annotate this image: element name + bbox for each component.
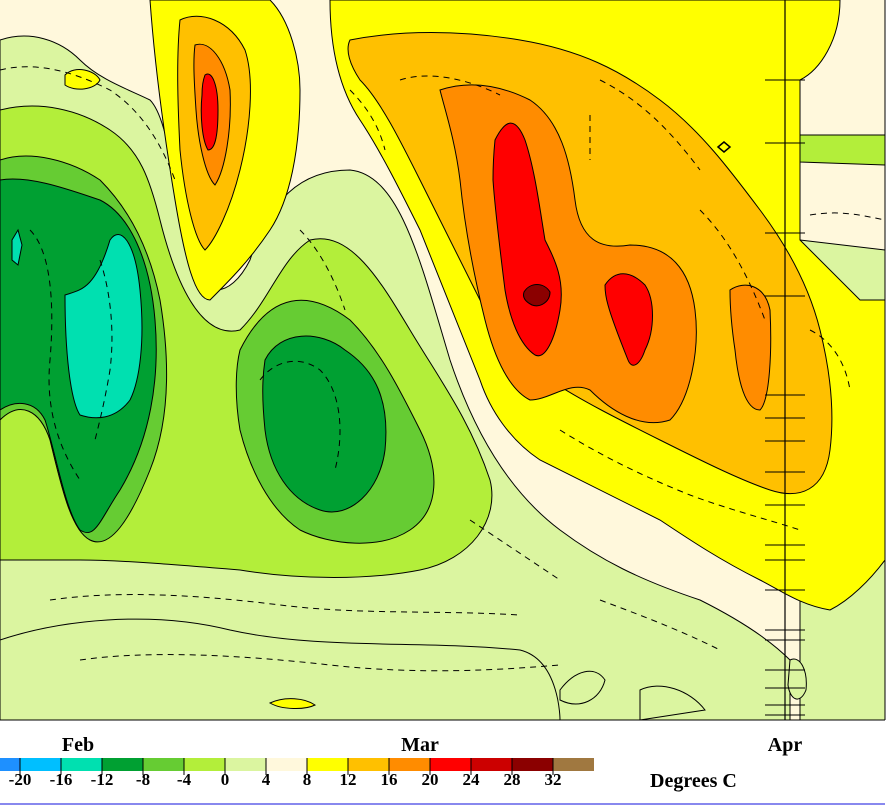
colorbar-tick-label: -12 bbox=[91, 770, 114, 789]
colorbar-swatch bbox=[61, 758, 102, 771]
reference-ticks bbox=[765, 79, 805, 716]
colorbar-swatch bbox=[143, 758, 184, 771]
colorbar-swatch bbox=[430, 758, 471, 771]
colorbar-swatch bbox=[512, 758, 553, 771]
dashed-contours bbox=[0, 66, 885, 672]
contour-plot-area bbox=[0, 0, 885, 720]
colorbar-tick-label: -8 bbox=[136, 770, 150, 789]
contour-band-20-24 bbox=[523, 284, 551, 307]
colorbar-tick-label: -16 bbox=[50, 770, 73, 789]
colorbar-swatch bbox=[348, 758, 389, 771]
colorbar-tick-label: -4 bbox=[177, 770, 192, 789]
colorbar-tick-label: 28 bbox=[504, 770, 521, 789]
x-tick-label-mar: Mar bbox=[401, 734, 439, 756]
colorbar-swatch bbox=[307, 758, 348, 771]
colorbar-tick-label: 24 bbox=[463, 770, 481, 789]
colorbar-swatch bbox=[20, 758, 61, 771]
colorbar-swatch bbox=[266, 758, 307, 771]
colorbar-tick-label: -20 bbox=[9, 770, 32, 789]
x-axis-tick-labels: Feb Mar Apr bbox=[62, 734, 802, 756]
colorbar: -20 -16 -12 -8 -4 0 4 8 12 16 20 24 28 32 bbox=[0, 758, 594, 789]
colorbar-swatch bbox=[102, 758, 143, 771]
colorbar-tick-label: 0 bbox=[221, 770, 230, 789]
diamond-marker bbox=[716, 141, 732, 153]
colorbar-tick-label: 32 bbox=[545, 770, 562, 789]
colorbar-swatch bbox=[553, 758, 594, 771]
contour-band-minus16-minus12 bbox=[0, 178, 387, 533]
x-tick-label-apr: Apr bbox=[768, 734, 803, 756]
colorbar-tick-label: 16 bbox=[381, 770, 398, 789]
colorbar-swatch bbox=[0, 758, 20, 771]
colorbar-swatch bbox=[184, 758, 225, 771]
colorbar-tick-label: 8 bbox=[303, 770, 312, 789]
colorbar-tick-label: 20 bbox=[422, 770, 439, 789]
colorbar-swatch bbox=[471, 758, 512, 771]
colorbar-swatch bbox=[389, 758, 430, 771]
colorbar-tick-label: 4 bbox=[262, 770, 271, 789]
small-warm-contour bbox=[268, 698, 316, 709]
colorbar-tick-label: 12 bbox=[340, 770, 357, 789]
colorbar-unit-label: Degrees C bbox=[650, 770, 737, 792]
x-tick-label-feb: Feb bbox=[62, 734, 94, 756]
colorbar-swatch bbox=[225, 758, 266, 771]
